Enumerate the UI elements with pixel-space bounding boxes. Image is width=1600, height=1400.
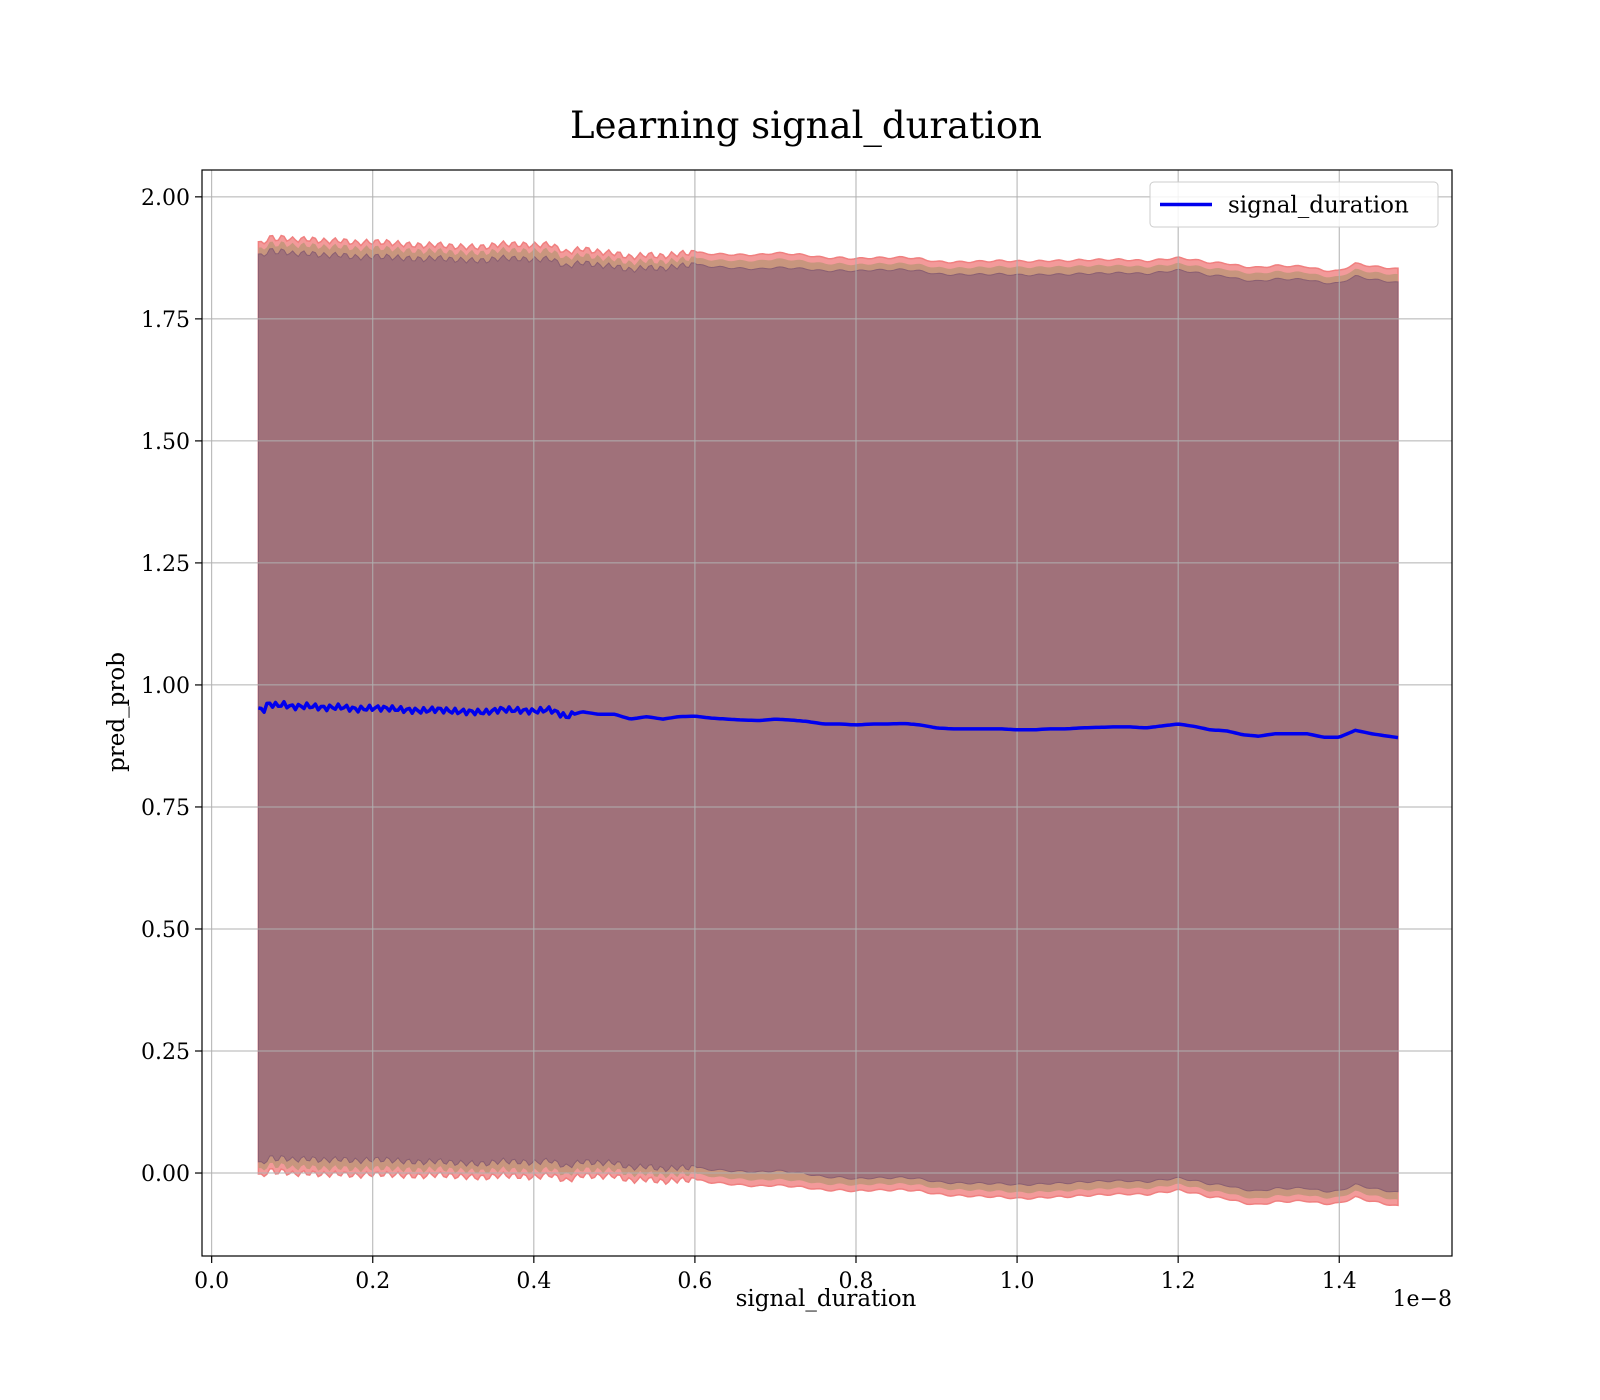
y-tick-label: 2.00 [141, 186, 190, 211]
legend-box [1149, 181, 1439, 228]
legend-label: signal_duration [1228, 193, 1409, 219]
x-tick-label: 1.4 [1322, 1269, 1357, 1294]
x-tick-label: 1.2 [1161, 1269, 1196, 1294]
y-tick-label: 0.00 [141, 1162, 190, 1187]
x-tick-label: 0.0 [194, 1269, 229, 1294]
y-tick-label: 1.50 [141, 430, 190, 455]
y-tick-label: 0.50 [141, 918, 190, 943]
x-offset-label: 1e−8 [1393, 1287, 1452, 1312]
y-tick-label: 1.75 [141, 308, 190, 333]
series-line-signal-duration [258, 699, 1399, 740]
x-tick-label: 1.0 [1000, 1269, 1035, 1294]
axes-frame [201, 169, 1453, 1257]
x-tick-label: 0.2 [355, 1269, 390, 1294]
chart-title: Learning signal_duration [570, 104, 1042, 148]
x-tick-label: 0.6 [677, 1269, 712, 1294]
y-tick-label: 0.75 [141, 796, 190, 821]
x-tick-label: 0.4 [516, 1269, 551, 1294]
band-inner [257, 248, 1399, 1193]
x-axis-label: signal_duration [736, 1286, 917, 1312]
plot-area: 0.0 0.2 0.4 0.6 0.8 1.0 1.2 1.4 0.00 0.25 0.50 0.75… [141, 169, 1453, 1294]
y-axis-label: pred_prob [104, 652, 130, 772]
y-tick-label: 1.00 [141, 674, 190, 699]
x-tick-label: 0.8 [838, 1269, 873, 1294]
y-tick-label: 1.25 [141, 552, 190, 577]
y-tick-label: 0.25 [141, 1040, 190, 1065]
